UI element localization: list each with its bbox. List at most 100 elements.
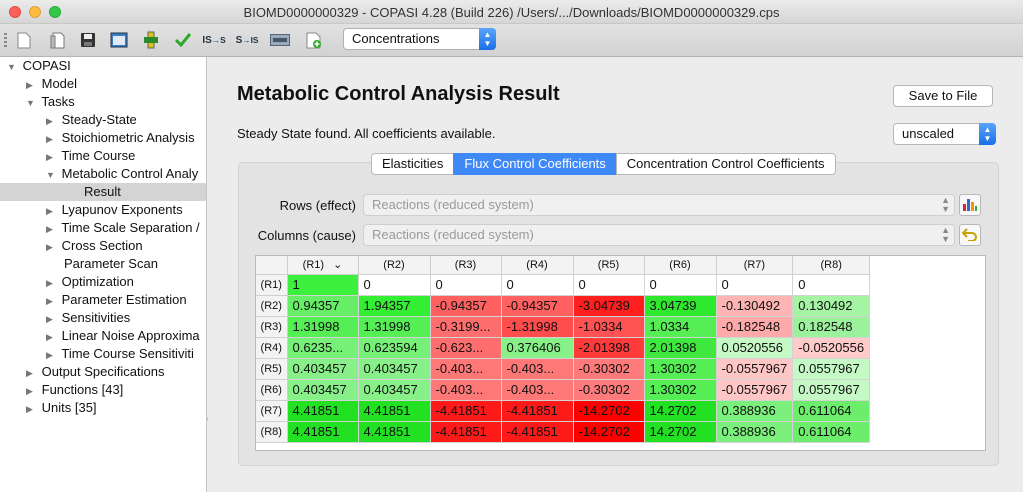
toolbar-grip[interactable] bbox=[4, 33, 7, 49]
table-cell[interactable]: -0.0557967 bbox=[716, 379, 794, 401]
tree-item-tasks[interactable]: ▼ Tasks bbox=[26, 93, 75, 111]
save-icon[interactable] bbox=[78, 30, 98, 50]
maximize-window-button[interactable] bbox=[49, 6, 61, 18]
table-cell[interactable]: 4.41851 bbox=[358, 421, 431, 443]
sbml-icon[interactable] bbox=[270, 30, 290, 50]
row-header[interactable]: (R3) bbox=[256, 316, 288, 338]
save-to-file-button[interactable]: Save to File bbox=[893, 85, 993, 107]
table-cell[interactable]: 0 bbox=[430, 274, 502, 296]
collapsed-arrow-icon[interactable]: ▶ bbox=[46, 116, 53, 126]
table-cell[interactable]: -3.04739 bbox=[573, 295, 645, 317]
column-header[interactable]: (R2) bbox=[358, 256, 431, 275]
table-cell[interactable]: -0.0557967 bbox=[716, 358, 794, 380]
table-cell[interactable]: 0.130492 bbox=[792, 295, 871, 317]
tree-item-output-specifications[interactable]: ▶ Output Specifications bbox=[26, 363, 164, 381]
tree-item-time-course[interactable]: ▶ Time Course bbox=[46, 147, 135, 165]
table-cell[interactable]: 0.388936 bbox=[716, 400, 794, 422]
tree-item-time-scale-separation[interactable]: ▶ Time Scale Separation / bbox=[46, 219, 200, 237]
collapsed-arrow-icon[interactable]: ▶ bbox=[46, 332, 53, 342]
table-cell[interactable]: -0.30302 bbox=[573, 358, 645, 380]
table-cell[interactable]: 0.0520556 bbox=[716, 337, 794, 359]
collapsed-arrow-icon[interactable]: ▶ bbox=[46, 152, 53, 162]
tree-item-linear-noise-approximation[interactable]: ▶ Linear Noise Approxima bbox=[46, 327, 200, 345]
collapsed-arrow-icon[interactable]: ▶ bbox=[46, 224, 53, 234]
collapsed-arrow-icon[interactable]: ▶ bbox=[26, 368, 33, 378]
column-header[interactable]: (R3) bbox=[430, 256, 502, 275]
table-cell[interactable]: 0 bbox=[501, 274, 574, 296]
table-cell[interactable]: -0.3199... bbox=[430, 316, 502, 338]
table-cell[interactable]: -1.31998 bbox=[501, 316, 574, 338]
table-cell[interactable]: 1.94357 bbox=[358, 295, 431, 317]
tree-item-result[interactable]: Result bbox=[84, 184, 121, 199]
table-cell[interactable]: 0 bbox=[644, 274, 717, 296]
column-header[interactable]: (R8) bbox=[792, 256, 871, 275]
collapsed-arrow-icon[interactable]: ▶ bbox=[26, 404, 33, 414]
row-header[interactable]: (R4) bbox=[256, 337, 288, 359]
table-cell[interactable]: 0 bbox=[358, 274, 431, 296]
collapsed-arrow-icon[interactable]: ▶ bbox=[46, 278, 53, 288]
collapsed-arrow-icon[interactable]: ▶ bbox=[46, 134, 53, 144]
row-header[interactable]: (R5) bbox=[256, 358, 288, 380]
tree-item-stoichiometric-analysis[interactable]: ▶ Stoichiometric Analysis bbox=[46, 129, 195, 147]
close-window-button[interactable] bbox=[9, 6, 21, 18]
table-cell[interactable]: 0 bbox=[573, 274, 645, 296]
table-cell[interactable]: -0.403... bbox=[430, 358, 502, 380]
table-cell[interactable]: 0.403457 bbox=[287, 379, 359, 401]
table-cell[interactable]: 4.41851 bbox=[287, 400, 359, 422]
column-header[interactable]: (R1) ⌄ bbox=[287, 256, 359, 275]
collapsed-arrow-icon[interactable]: ▶ bbox=[46, 296, 53, 306]
table-cell[interactable]: -0.623... bbox=[430, 337, 502, 359]
collapsed-arrow-icon[interactable]: ▶ bbox=[46, 350, 53, 360]
concentration-mode-select[interactable]: Concentrations ▲ ▼ bbox=[343, 28, 496, 50]
table-cell[interactable]: -0.94357 bbox=[430, 295, 502, 317]
tree-item-cross-section[interactable]: ▶ Cross Section bbox=[46, 237, 143, 255]
tree-item-parameter-scan[interactable]: Parameter Scan bbox=[64, 256, 158, 271]
expanded-arrow-icon[interactable]: ▼ bbox=[7, 62, 16, 72]
minimize-window-button[interactable] bbox=[29, 6, 41, 18]
table-cell[interactable]: 0.6235... bbox=[287, 337, 359, 359]
table-cell[interactable]: 1 bbox=[287, 274, 359, 296]
table-cell[interactable]: 2.01398 bbox=[644, 337, 717, 359]
reset-button[interactable] bbox=[959, 224, 981, 246]
table-cell[interactable]: 1.31998 bbox=[358, 316, 431, 338]
tree-item-steady-state[interactable]: ▶ Steady-State bbox=[46, 111, 137, 129]
s-to-is-icon[interactable]: S →IS bbox=[235, 34, 259, 46]
tab-flux-control-coefficients[interactable]: Flux Control Coefficients bbox=[453, 153, 617, 175]
check-model-icon[interactable] bbox=[141, 30, 161, 50]
table-cell[interactable]: -2.01398 bbox=[573, 337, 645, 359]
tree-item-lyapunov-exponents[interactable]: ▶ Lyapunov Exponents bbox=[46, 201, 183, 219]
collapsed-arrow-icon[interactable]: ▶ bbox=[46, 314, 53, 324]
bar-chart-button[interactable] bbox=[959, 194, 981, 216]
tree-item-time-course-sensitivities[interactable]: ▶ Time Course Sensitiviti bbox=[46, 345, 194, 363]
table-cell[interactable]: 0.94357 bbox=[287, 295, 359, 317]
tree-item-metabolic-control-analysis[interactable]: ▼ Metabolic Control Analy bbox=[46, 165, 198, 183]
table-cell[interactable]: 0.611064 bbox=[792, 400, 871, 422]
row-header[interactable]: (R8) bbox=[256, 421, 288, 443]
tree-item-functions[interactable]: ▶ Functions [43] bbox=[26, 381, 123, 399]
tab-elasticities[interactable]: Elasticities bbox=[371, 153, 455, 175]
table-cell[interactable]: 0.403457 bbox=[287, 358, 359, 380]
table-cell[interactable]: -0.30302 bbox=[573, 379, 645, 401]
table-cell[interactable]: 4.41851 bbox=[358, 400, 431, 422]
table-cell[interactable]: -4.41851 bbox=[501, 400, 574, 422]
collapsed-arrow-icon[interactable]: ▶ bbox=[26, 80, 33, 90]
table-cell[interactable]: -1.0334 bbox=[573, 316, 645, 338]
table-cell[interactable]: 14.2702 bbox=[644, 421, 717, 443]
table-cell[interactable]: 0.0557967 bbox=[792, 358, 871, 380]
table-cell[interactable]: 1.31998 bbox=[287, 316, 359, 338]
row-header[interactable]: (R7) bbox=[256, 400, 288, 422]
table-cell[interactable]: 4.41851 bbox=[287, 421, 359, 443]
table-cell[interactable]: -4.41851 bbox=[501, 421, 574, 443]
tree-item-parameter-estimation[interactable]: ▶ Parameter Estimation bbox=[46, 291, 187, 309]
table-cell[interactable]: 0.182548 bbox=[792, 316, 871, 338]
table-cell[interactable]: -0.0520556 bbox=[792, 337, 871, 359]
table-cell[interactable]: -0.403... bbox=[501, 379, 574, 401]
rows-effect-select[interactable]: Reactions (reduced system) ▲ ▼ bbox=[363, 194, 955, 216]
tree-item-model[interactable]: ▶ Model bbox=[26, 75, 77, 93]
row-header[interactable]: (R6) bbox=[256, 379, 288, 401]
is-to-s-icon[interactable]: IS →S bbox=[202, 34, 226, 46]
table-cell[interactable]: 1.0334 bbox=[644, 316, 717, 338]
table-cell[interactable]: 3.04739 bbox=[644, 295, 717, 317]
table-cell[interactable]: 0 bbox=[716, 274, 794, 296]
run-checkmark-icon[interactable] bbox=[173, 30, 193, 50]
